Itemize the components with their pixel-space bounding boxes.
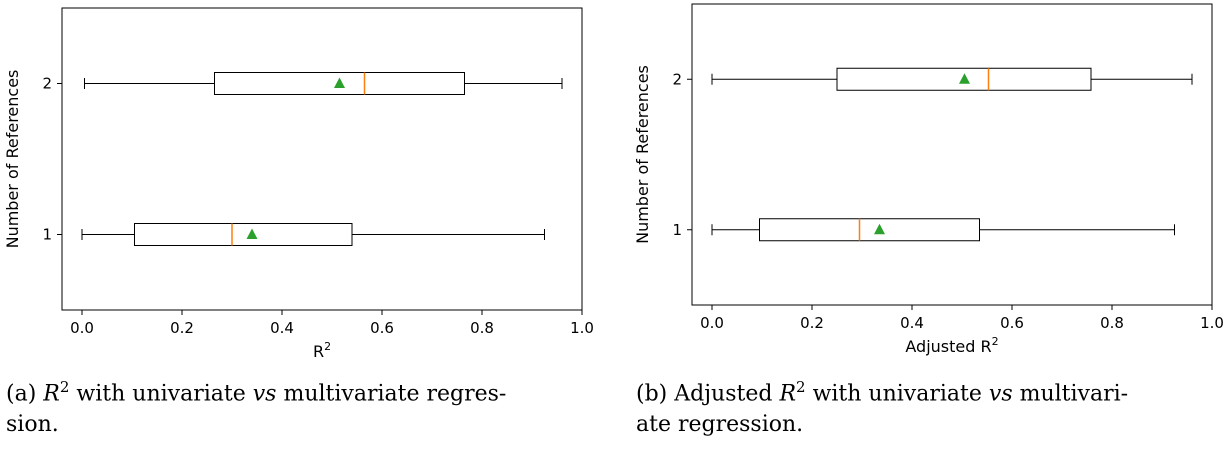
- x-tick-label: 0.2: [170, 319, 194, 337]
- caption-b-line1: (b) Adjusted R2 with univariate vs multi…: [636, 378, 1129, 407]
- x-axis-label: R2: [313, 340, 331, 361]
- mean-marker: [334, 77, 345, 88]
- box-category-1: [711, 218, 1175, 242]
- caption-b-line2: ate regression.: [636, 412, 804, 438]
- chart-panel-b: 0.0 0.2 0.4 0.6 0.8 1.0 1 2 Adjusted R2 Number of…: [633, 3, 1224, 356]
- x-tick-label: 0.6: [1000, 314, 1024, 332]
- y-tick-label: 1: [672, 221, 682, 239]
- caption-a: (a) R2 with univariate vs multivariate r…: [6, 372, 566, 440]
- chart-panel-a: 0.0 0.2 0.4 0.6 0.8 1.0 1 2 R2 Number of Referenc…: [3, 7, 594, 361]
- mean-marker: [959, 73, 970, 84]
- box-category-2: [711, 67, 1193, 91]
- caption-a-line2: sion.: [6, 412, 59, 438]
- y-tick-label: 2: [42, 75, 52, 93]
- mean-marker: [246, 228, 258, 239]
- mean-marker: [874, 223, 885, 235]
- box-category-1: [81, 223, 545, 246]
- x-tick-label: 0.0: [70, 319, 94, 337]
- x-tick-label: 0.8: [1100, 314, 1124, 332]
- x-tick-label: 1.0: [570, 319, 594, 337]
- iqr-box: [134, 223, 353, 246]
- y-axis-label: Number of References: [3, 70, 22, 249]
- x-tick-label: 0.8: [470, 319, 494, 337]
- x-tick-label: 0.4: [270, 319, 294, 337]
- x-tick-label: 0.6: [370, 319, 394, 337]
- x-axis-label: Adjusted R2: [905, 335, 998, 356]
- iqr-box: [759, 218, 980, 242]
- caption-b: (b) Adjusted R2 with univariate vs multi…: [636, 372, 1196, 440]
- x-tick-label: 0.4: [900, 314, 924, 332]
- caption-a-line1: (a) R2 with univariate vs multivariate r…: [6, 378, 507, 407]
- y-tick-label: 1: [42, 226, 52, 244]
- y-tick-label: 2: [672, 70, 682, 88]
- x-tick-label: 0.2: [800, 314, 824, 332]
- y-axis-label: Number of References: [633, 65, 652, 244]
- x-tick-label: 0.0: [700, 314, 724, 332]
- plot-frame: [61, 7, 583, 311]
- box-category-2: [84, 72, 563, 95]
- plot-frame: [691, 3, 1213, 306]
- x-tick-label: 1.0: [1200, 314, 1224, 332]
